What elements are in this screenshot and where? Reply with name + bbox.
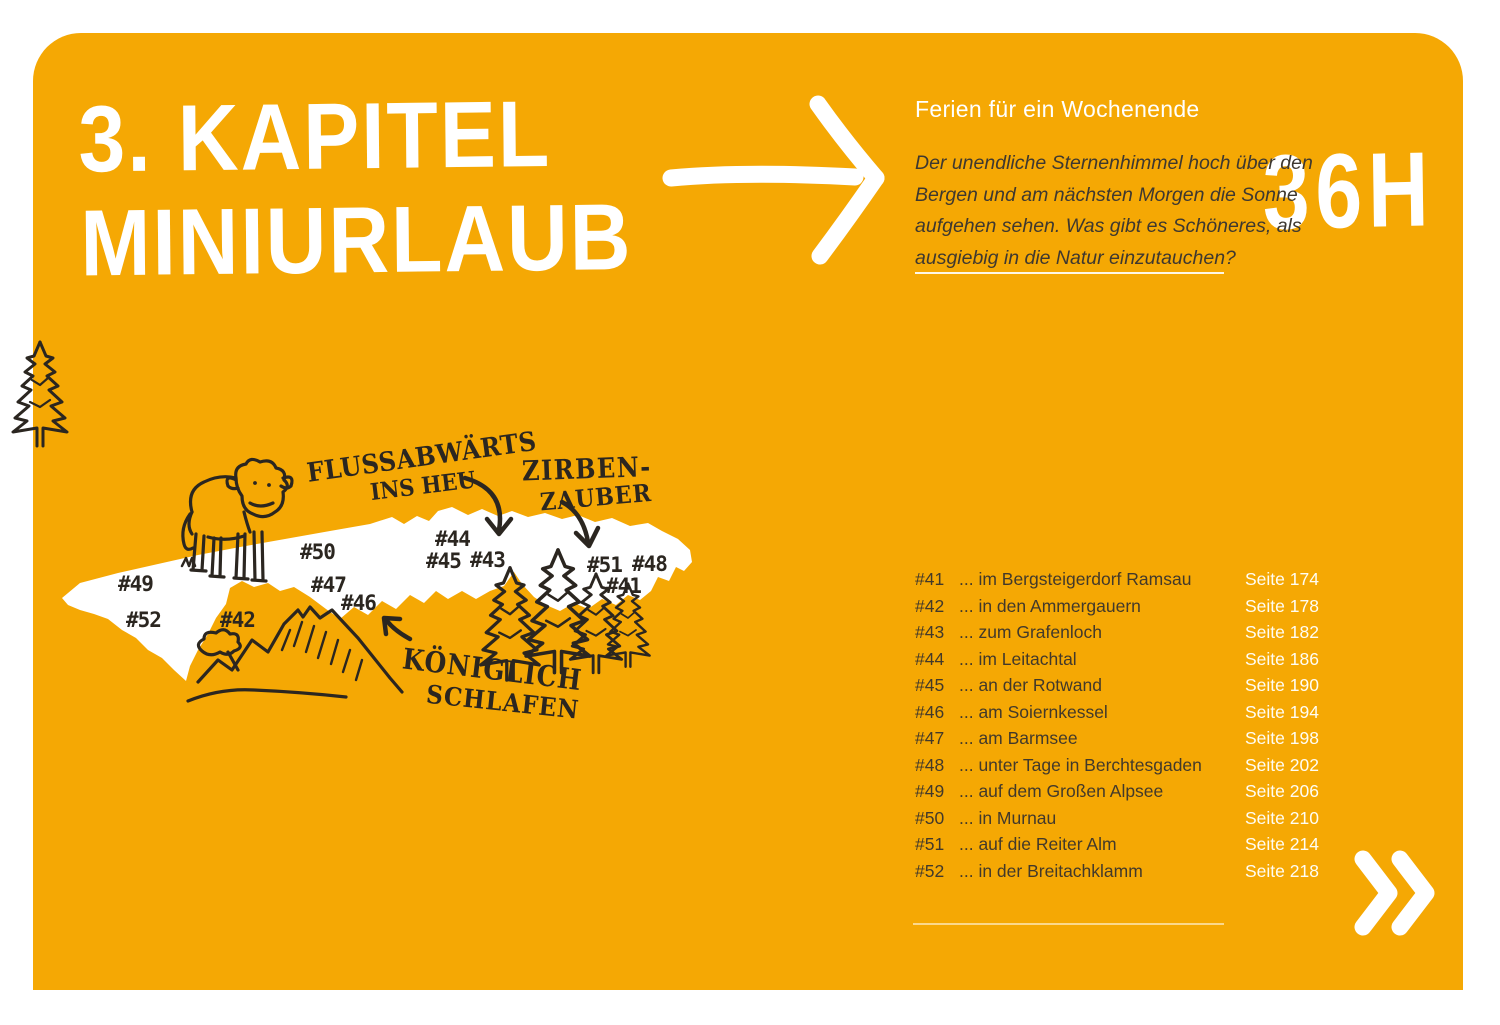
annotation-arrows — [381, 475, 601, 642]
chapter-card — [33, 33, 1463, 990]
toc-page: Seite 194 — [1245, 701, 1319, 722]
toc-row[interactable]: #50 ... in Murnau Seite 210 — [915, 808, 1335, 835]
toc-title: ... im Bergsteigerdorf Ramsau — [959, 569, 1192, 589]
toc-row[interactable]: #52 ... in der Breitachklamm Seite 218 — [915, 861, 1335, 888]
flussabwaerts-arrowhead — [484, 516, 514, 537]
toc-page: Seite 190 — [1245, 675, 1319, 695]
toc-number: #50 — [915, 807, 945, 828]
arrow-right-icon — [662, 95, 885, 265]
toc-title: ... am Soiernkessel — [959, 701, 1108, 722]
toc-page: Seite 210 — [1245, 807, 1319, 828]
zirben-arrow — [559, 499, 591, 545]
chapter-toc: #41 ... im Bergsteigerdorf Ramsau Seite … — [915, 569, 1335, 887]
map-marker-45: #45 — [426, 549, 462, 573]
intro-heading: Ferien für ein Wochenende — [915, 96, 1200, 122]
toc-title: ... in Murnau — [959, 807, 1057, 828]
toc-number: #45 — [915, 675, 945, 695]
toc-page: Seite 202 — [1245, 754, 1319, 775]
map-marker-47: #47 — [311, 573, 347, 597]
intro-line: Der unendliche Sternenhimmel hoch über d… — [915, 152, 1313, 174]
intro-divider — [915, 272, 1224, 274]
toc-page: Seite 198 — [1245, 728, 1319, 748]
intro-line: ausgiebig in die Natur einzutauchen? — [915, 246, 1236, 269]
double-chevron-icon[interactable] — [1350, 845, 1450, 945]
map-marker-42: #42 — [220, 608, 256, 632]
toc-number: #44 — [915, 648, 945, 669]
toc-number: #48 — [915, 754, 945, 775]
toc-page: Seite 178 — [1245, 595, 1319, 616]
toc-number: #49 — [915, 781, 945, 801]
toc-number: #42 — [915, 595, 945, 616]
toc-title: ... auf dem Großen Alpsee — [959, 781, 1164, 801]
toc-page: Seite 174 — [1245, 569, 1319, 589]
map-marker-48: #48 — [632, 552, 668, 576]
koeniglich-arrowhead — [381, 615, 403, 637]
toc-row[interactable]: #43 ... zum Grafenloch Seite 182 — [915, 622, 1335, 649]
koeniglich-arrow — [384, 618, 413, 642]
map-marker-50: #50 — [300, 540, 336, 564]
intro-paragraph: Der unendliche Sternenhimmel hoch über d… — [915, 148, 1313, 274]
toc-page: Seite 206 — [1245, 781, 1319, 801]
toc-title: ... unter Tage in Berchtesgaden — [959, 754, 1202, 775]
toc-title: ... zum Grafenloch — [959, 622, 1102, 642]
toc-number: #46 — [915, 701, 945, 722]
toc-number: #41 — [915, 569, 945, 589]
map-marker-52: #52 — [126, 608, 162, 632]
toc-row[interactable]: #41 ... im Bergsteigerdorf Ramsau Seite … — [915, 569, 1335, 596]
map-marker-46: #46 — [341, 591, 377, 615]
map-marker-49: #49 — [118, 572, 154, 596]
toc-row[interactable]: #46 ... am Soiernkessel Seite 194 — [915, 702, 1335, 729]
intro-line: aufgehen sehen. Was gibt es Schöneres, a… — [915, 215, 1302, 237]
chapter-title-line2: MINIURLAUB — [79, 183, 633, 296]
toc-row[interactable]: #47 ... am Barmsee Seite 198 — [915, 728, 1335, 755]
map-marker-43: #43 — [470, 548, 506, 572]
map-marker-44: #44 — [435, 527, 471, 551]
toc-title: ... in der Breitachklamm — [959, 860, 1143, 881]
map-outline — [62, 507, 692, 681]
toc-number: #52 — [915, 860, 945, 881]
map-marker-51: #51 — [587, 553, 623, 577]
zirben-arrowhead — [573, 525, 601, 549]
toc-row[interactable]: #48 ... unter Tage in Berchtesgaden Seit… — [915, 755, 1335, 782]
toc-page: Seite 186 — [1245, 648, 1319, 669]
intro-line: Bergen und am nächsten Morgen die Sonne — [915, 183, 1298, 206]
toc-row[interactable]: #49 ... auf dem Großen Alpsee Seite 206 — [915, 781, 1335, 808]
toc-number: #51 — [915, 834, 945, 854]
cow-illustration — [180, 457, 294, 583]
toc-row[interactable]: #44 ... im Leitachtal Seite 186 — [915, 649, 1335, 676]
toc-page: Seite 218 — [1245, 860, 1319, 881]
toc-page: Seite 182 — [1245, 622, 1319, 642]
toc-row[interactable]: #42 ... in den Ammergauern Seite 178 — [915, 596, 1335, 623]
flussabwaerts-arrow — [462, 475, 503, 533]
toc-row[interactable]: #45 ... an der Rotwand Seite 190 — [915, 675, 1335, 702]
map-illustration — [11, 340, 692, 703]
toc-title: ... auf die Reiter Alm — [959, 834, 1117, 854]
mountains-illustration — [186, 605, 404, 703]
toc-page: Seite 214 — [1245, 834, 1319, 854]
toc-title: ... in den Ammergauern — [959, 595, 1141, 616]
toc-title: ... am Barmsee — [959, 728, 1078, 748]
toc-number: #43 — [915, 622, 945, 642]
chapter-title-line1: 3. KAPITEL — [77, 80, 552, 192]
pine-trees-illustration — [11, 340, 651, 682]
map-marker-41: #41 — [606, 574, 642, 598]
toc-title: ... an der Rotwand — [959, 675, 1102, 695]
toc-number: #47 — [915, 728, 945, 748]
toc-divider — [913, 923, 1224, 925]
toc-title: ... im Leitachtal — [959, 648, 1077, 669]
toc-row[interactable]: #51 ... auf die Reiter Alm Seite 214 — [915, 834, 1335, 861]
